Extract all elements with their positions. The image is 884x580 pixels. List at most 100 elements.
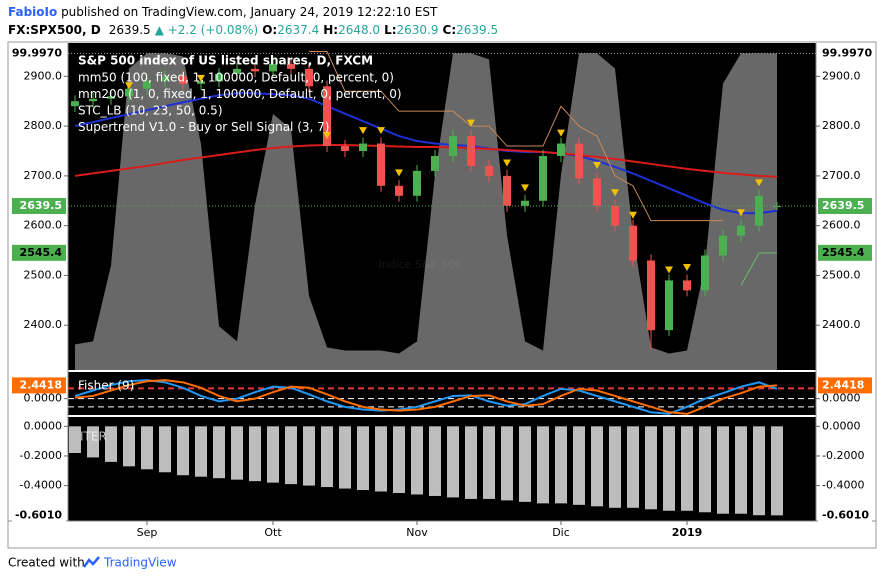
bar [339,426,351,489]
candle-body [485,165,493,176]
signal-marker [557,129,565,137]
candle-body [701,255,709,291]
indicator-label: mm50 (100, fixed, 1, 100000, Default, 0,… [78,71,394,85]
y-tick-label: 0.0000 [822,392,861,405]
price-badge [818,377,872,394]
bar [483,426,495,499]
candle-body [593,178,601,206]
price-badge [12,45,66,62]
price-badge-label: -0.6010 [822,508,869,521]
footer-brand[interactable]: TradingView [103,556,177,570]
pane-title: ITER [80,430,107,444]
bar [771,426,783,516]
bar [69,426,81,453]
indicator-label: Supertrend V1.0 - Buy or Sell Signal (3,… [78,120,329,134]
fisher-pane [68,372,816,415]
price-badge-label: 2639.5 [20,199,62,212]
signal-marker [521,184,529,192]
symbol: FX:SPX500, D [8,23,101,37]
y-tick-label: 2700.0 [24,169,63,182]
ohlc-label: O: [262,23,277,37]
author[interactable]: FabioIo [8,5,57,19]
candle-body [647,260,655,331]
candle-body [665,280,673,331]
y-tick-label: 2400.0 [24,318,63,331]
signal-marker [395,169,403,177]
y-tick-label: 2500.0 [24,268,63,281]
candle-body [233,68,241,74]
y-tick-label: 0.0000 [24,392,63,405]
header-line: FabioIo published on TradingView.com, Ja… [8,5,438,19]
price-badge [12,244,66,261]
candle-body [143,81,151,89]
candle-body [197,81,205,84]
bar [285,426,297,485]
bar [159,426,171,473]
signal-marker [611,189,619,197]
symbol-line: FX:SPX500, D 2639.5 ▲ +2.2 (+0.08%) O:2637.… [8,23,498,37]
supertrend-line [740,252,778,286]
watermark: Indice S&P 500 [378,258,461,271]
y-tick-label: 2400.0 [822,318,861,331]
signal-marker [683,263,691,271]
bar [87,426,99,458]
fisher-line [74,379,778,415]
candle-body [395,185,403,196]
bar [663,426,675,511]
fisher-line [74,379,778,415]
bar [267,426,279,483]
signal-marker [665,266,673,274]
price-badge-label: 2545.4 [20,246,63,259]
price-badge [818,45,872,62]
bar [303,426,315,486]
candle-body [431,155,439,171]
price-badge [12,198,66,215]
bar [249,426,261,482]
signal-marker [593,161,601,169]
y-tick-label: 0.0000 [822,419,861,432]
ohlc-label: H: [323,23,338,37]
price-badge [12,377,66,394]
ohlc-value: 2637.4 [277,23,319,37]
bar [375,426,387,492]
candle-body [269,63,277,72]
bar [717,426,729,514]
candle-body [287,63,295,69]
y-tick-label: 2500.0 [822,268,861,281]
candle-body [449,136,457,156]
candle-body [683,280,691,291]
ohlc-label: C: [443,23,457,37]
bar [555,426,567,504]
candle-body [413,170,421,196]
price-badge-label: 2.4418 [822,378,864,391]
bar [591,426,603,507]
signal-marker [359,127,367,135]
candle-body [89,98,97,102]
candle-body [251,68,259,72]
candle-body [359,143,367,152]
candle-body [377,143,385,186]
indicator-label: STC_LB (10, 23, 50, 0.5) [78,104,223,118]
ohlc-value: 2648.0 [338,23,380,37]
candle-body [521,200,529,206]
signal-marker [629,211,637,219]
price-badge [12,507,66,524]
footer-text: Created with [8,556,85,570]
price-badge-label: 2.4418 [20,378,62,391]
candle-body [179,76,187,84]
logo [82,556,100,568]
y-tick-label: 2800.0 [822,119,861,132]
candle-body [215,73,223,82]
candle-body [773,206,781,208]
y-tick-label: -0.2000 [822,449,864,462]
bar [501,426,513,501]
bar [411,426,423,495]
logo-mark [82,556,100,568]
candle-body [611,205,619,226]
x-tick-label: 2019 [672,526,703,539]
price-badge-label: 99.9970 [822,46,872,59]
signal-marker [125,82,133,90]
price-badge-label: 2639.5 [822,199,864,212]
bar [213,426,225,479]
